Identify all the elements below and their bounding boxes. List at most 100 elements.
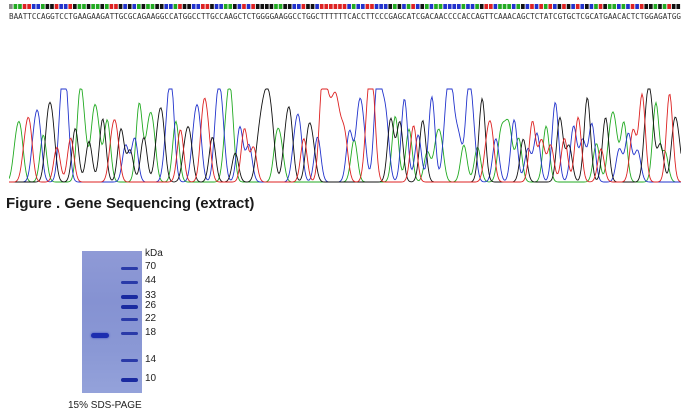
sequence-base-mark [461,4,466,9]
sequence-base-mark [511,4,516,9]
sequence-base-mark [397,4,402,9]
sequence-base-mark [553,4,557,9]
sequence-base-mark [475,4,479,9]
sequence-base-mark [493,4,498,9]
sequence-base-mark [269,4,274,9]
sequence-base-mark [438,4,443,9]
sequence-base-mark [105,4,109,9]
marker-band-70 [121,267,138,270]
sequence-base-mark [379,4,383,9]
sequence-base-mark [484,4,489,9]
sequence-base-mark [50,4,54,9]
sequence-base-mark [649,4,653,9]
sequence-base-mark [562,4,566,9]
sequence-base-mark [388,4,393,9]
sequence-base-mark [612,4,617,9]
sequence-base-mark [292,4,297,9]
sequence-base-mark [571,4,575,9]
marker-band-33 [121,295,138,299]
sequence-base-mark [109,4,114,9]
sequence-base-mark [479,4,484,9]
sequence-base-mark [393,4,397,9]
marker-label-26: 26 [145,300,157,311]
sequence-base-mark [534,4,539,9]
sequence-base-mark [73,4,77,9]
sequence-base-mark [91,4,95,9]
sequence-base-mark [237,4,242,9]
sequence-base-mark [447,4,452,9]
sequence-base-mark [164,4,169,9]
sequence-base-mark [333,4,338,9]
sequence-base-mark [329,4,333,9]
marker-label-70: 70 [145,261,157,272]
marker-band-22 [121,318,138,321]
sequence-base-mark [9,4,13,9]
sequence-base-mark [22,4,27,9]
sequence-base-mark [383,4,388,9]
trace-A [9,88,681,183]
sequence-base-mark [36,4,41,9]
sample-protein-band [91,333,109,338]
sequence-base-mark [489,4,493,9]
sequence-base-mark [150,4,155,9]
sequence-base-mark [27,4,31,9]
sequence-base-mark [338,4,342,9]
gel-image [82,251,142,393]
sequence-base-mark [114,4,118,9]
sequence-base-mark [187,4,191,9]
sequence-base-mark [621,4,626,9]
sequence-base-mark [434,4,438,9]
sequence-base-mark [420,4,425,9]
sequence-base-mark [466,4,470,9]
sequence-base-mark [155,4,159,9]
marker-label-18: 18 [145,327,157,338]
sequence-base-mark [342,4,347,9]
sequence-base-mark [347,4,351,9]
sequence-base-mark [233,4,237,9]
sequence-base-mark [82,4,86,9]
sequence-base-mark [219,4,223,9]
sequence-base-mark [63,4,68,9]
marker-label-44: 44 [145,275,157,286]
marker-band-10 [121,378,138,382]
sequence-color-bar [9,4,681,9]
sequence-base-mark [530,4,534,9]
sequence-base-mark [127,4,132,9]
trace-T [9,88,681,183]
sequence-base-mark [566,4,571,9]
sequence-base-mark [351,4,356,9]
sequence-base-mark [539,4,543,9]
sequence-base-mark [361,4,365,9]
sequence-base-mark [18,4,22,9]
sequence-base-mark [297,4,301,9]
gel-caption: 15% SDS-PAGE [68,400,142,411]
sequence-base-mark [137,4,141,9]
sequence-base-mark [95,4,100,9]
sequence-base-mark [415,4,420,9]
marker-band-18 [121,332,138,335]
sequence-base-mark [173,4,178,9]
sequence-base-mark [169,4,173,9]
sequence-base-mark [580,4,585,9]
trace-G [9,88,681,183]
sequence-base-mark [617,4,621,9]
sequence-base-mark [635,4,639,9]
sequence-base-mark [260,4,265,9]
sds-page-gel-panel: kDa 70 44 33 26 22 18 14 10 [78,246,178,396]
sequence-base-mark [557,4,562,9]
sequence-base-mark [543,4,548,9]
sequence-base-mark [31,4,36,9]
sequence-base-mark [196,4,201,9]
sequence-base-mark [182,4,187,9]
sequence-base-mark [425,4,429,9]
sequence-base-mark [370,4,374,9]
sequence-base-mark [667,4,671,9]
marker-label-10: 10 [145,373,157,384]
sequence-base-mark [205,4,210,9]
sequence-base-mark [507,4,511,9]
sequence-base-mark [274,4,278,9]
sequence-base-mark [86,4,91,9]
sequencing-chromatogram [9,88,681,183]
sequence-base-mark [41,4,45,9]
sequence-base-mark [255,4,260,9]
